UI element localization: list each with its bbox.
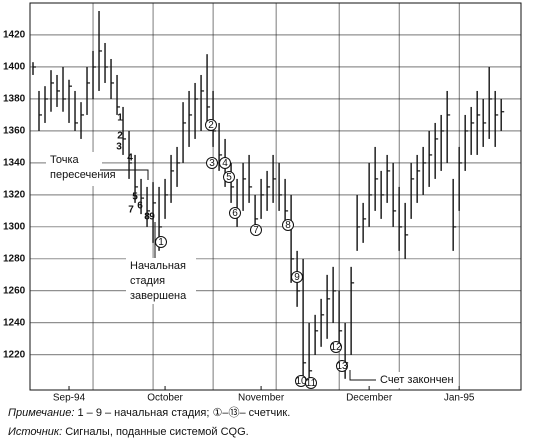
count-label: 9 (294, 272, 300, 283)
plot-frame (29, 2, 522, 391)
y-tick-label: 1400 (3, 62, 26, 73)
count-circle (205, 119, 217, 131)
y-tick-label: 1380 (3, 94, 26, 105)
count-circle (219, 157, 231, 169)
x-tick-label: Sep-94 (53, 393, 86, 404)
y-tick-label: 1220 (3, 349, 26, 360)
stage-label: 4 (127, 153, 133, 164)
y-tick-label: 1280 (3, 254, 26, 265)
count-label: 2 (208, 120, 214, 131)
annotation: Точка (50, 154, 80, 166)
caption-note: Примечание: 1 – 9 – начальная стадия; ①–… (8, 406, 290, 419)
count-label: 1 (158, 237, 164, 248)
count-circle (336, 360, 348, 372)
count-circle (250, 224, 262, 236)
x-tick-label: Jan-95 (444, 393, 475, 404)
annotation: стадия (130, 275, 165, 287)
y-tick-label: 1320 (3, 190, 26, 201)
x-tick-label: December (346, 393, 393, 404)
stage-label: 2 (117, 131, 123, 142)
source-label: Источник: (8, 426, 62, 438)
count-label: 8 (285, 220, 291, 231)
x-tick-label: October (147, 393, 183, 404)
count-circle (305, 377, 317, 389)
stage-label: 6 (137, 201, 143, 212)
note-label: Примечание: (8, 407, 74, 419)
note-text: 1 – 9 – начальная стадия; ①–⑬– счетчик. (77, 406, 290, 419)
stage-label: 8 (144, 212, 150, 223)
count-label: 5 (226, 172, 232, 183)
pointer (349, 370, 376, 381)
x-tick-label: November (238, 393, 285, 404)
count-label: 11 (306, 378, 317, 389)
count-circle (330, 341, 342, 353)
count-label: 12 (330, 342, 342, 353)
stage-label: 1 (117, 113, 123, 124)
count-circle (229, 207, 241, 219)
y-tick-label: 1340 (3, 158, 26, 169)
count-circle (206, 157, 218, 169)
annotation: Счет закончен (380, 374, 454, 386)
annotation-bg (46, 152, 102, 186)
pointer (100, 169, 149, 180)
stage-label: 3 (116, 142, 122, 153)
annotation: завершена (130, 290, 187, 302)
count-label: 3 (209, 158, 215, 169)
stage-label: 9 (149, 212, 155, 223)
y-tick-label: 1240 (3, 317, 26, 328)
annotation: пересечения (50, 169, 116, 181)
count-circle (282, 219, 294, 231)
count-circle (291, 271, 303, 283)
source-text: Сигналы, поданные системой CQG. (65, 426, 249, 438)
annotation: Начальная (130, 260, 186, 272)
count-label: 4 (222, 158, 228, 169)
count-label: 13 (336, 361, 348, 372)
count-label: 6 (232, 208, 238, 219)
y-tick-label: 1360 (3, 126, 26, 137)
stage-label: 7 (128, 205, 134, 216)
y-tick-label: 1300 (3, 222, 26, 233)
annotation-bg (126, 258, 196, 304)
caption-source: Источник: Сигналы, поданные системой CQG… (8, 426, 249, 438)
y-tick-label: 1260 (3, 285, 26, 296)
annotation-bg (376, 372, 456, 388)
count-circle (223, 171, 235, 183)
count-label: 10 (295, 376, 307, 387)
count-label: 7 (253, 225, 259, 236)
y-tick-label: 1420 (3, 30, 26, 41)
stage-label: 5 (132, 192, 138, 203)
